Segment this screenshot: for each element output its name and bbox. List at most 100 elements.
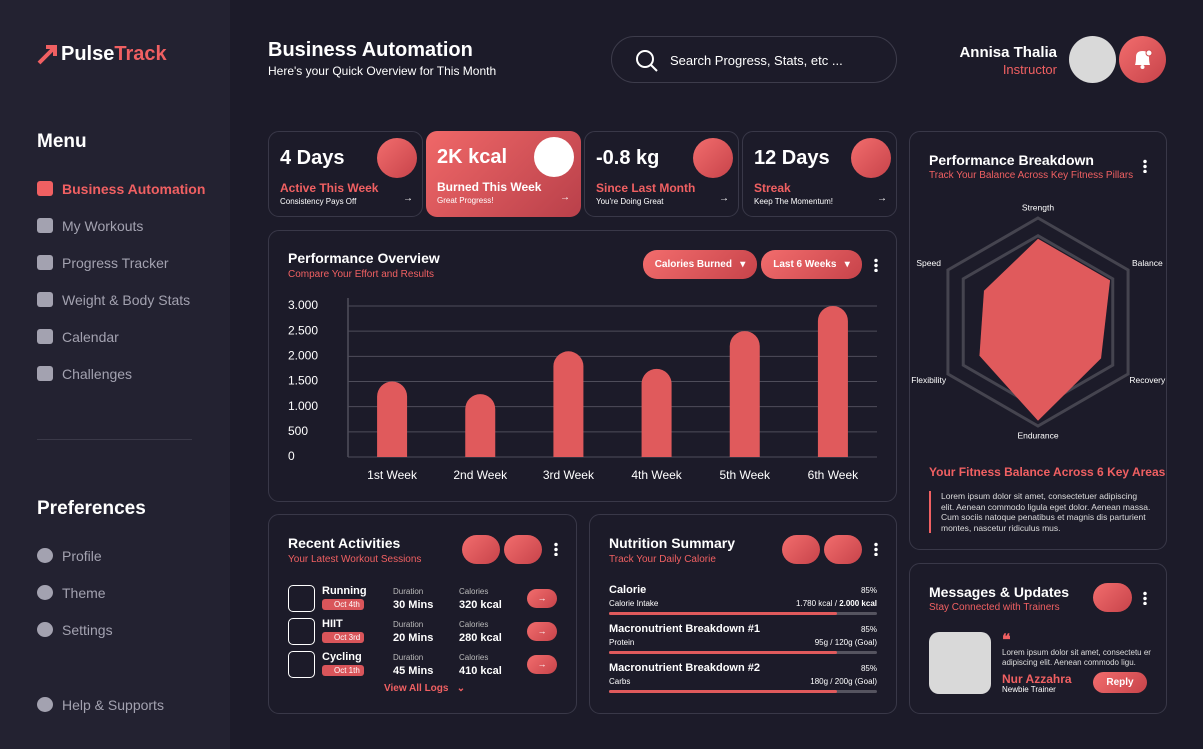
menu-icon <box>37 218 53 233</box>
share-button[interactable] <box>824 535 862 564</box>
preference-item[interactable]: Profile <box>62 548 102 564</box>
help-icon <box>37 697 53 712</box>
filter-dropdown[interactable]: Last 6 Weeks ▾ <box>761 250 862 279</box>
card-title: Messages & Updates <box>929 584 1070 600</box>
stat-note: Consistency Pays Off <box>280 197 357 206</box>
activity-date: Oct 1th <box>322 665 364 676</box>
activity-icon <box>288 618 315 645</box>
nutrient-detail: Carbs <box>609 677 631 686</box>
radar-text: Lorem ipsum dolor sit amet, consectetuer… <box>929 491 1151 533</box>
activity-date: Oct 4th <box>322 599 364 610</box>
stat-icon <box>693 138 733 178</box>
amount-part: 95g / 120g (Goal) <box>814 638 877 647</box>
share-button[interactable] <box>504 535 542 564</box>
author-name: Nur Azzahra <box>1002 672 1072 686</box>
preference-icon <box>37 622 53 637</box>
nutrient-name: Macronutrient Breakdown #2 <box>609 662 760 674</box>
stat-card: 4 Days Active This Week Consistency Pays O… <box>268 131 423 217</box>
progress-bar <box>609 690 837 693</box>
activity-name: HIIT <box>322 618 343 630</box>
progress-track <box>609 690 877 693</box>
progress-bar <box>609 651 837 654</box>
logo: PulseTrack <box>61 43 167 66</box>
open-button[interactable]: → <box>527 589 557 608</box>
stat-label: Since Last Month <box>596 181 696 195</box>
filter-label: Last 6 Weeks <box>773 259 837 270</box>
activity-icon <box>288 585 315 612</box>
stat-value: -0.8 kg <box>596 147 660 169</box>
menu-item[interactable]: Weight & Body Stats <box>62 292 191 308</box>
radar-caption: Your Fitness Balance Across 6 Key Areas <box>929 465 1166 479</box>
stat-value: 2K kcal <box>437 146 508 168</box>
menu-icon <box>37 255 53 270</box>
inbox-button[interactable] <box>1093 583 1132 612</box>
nutrient-amount: 95g / 120g (Goal) <box>815 638 877 647</box>
card-title: Nutrition Summary <box>609 535 736 551</box>
more-button[interactable] <box>554 542 558 556</box>
open-button[interactable]: → <box>527 622 557 641</box>
reply-button[interactable]: Reply <box>1093 672 1147 693</box>
stat-arrow[interactable]: → <box>877 193 887 204</box>
card-title: Performance Overview <box>288 250 440 266</box>
preference-item[interactable]: Settings <box>62 622 113 638</box>
menu-item[interactable]: My Workouts <box>62 218 144 234</box>
card-subtitle: Track Your Balance Across Key Fitness Pi… <box>929 170 1134 181</box>
menu-item[interactable]: Challenges <box>62 366 133 382</box>
print-button[interactable] <box>782 535 820 564</box>
preferences-title: Preferences <box>37 498 146 519</box>
nutrient-detail: Calorie Intake <box>609 599 659 608</box>
calories-label: Calories <box>459 653 489 662</box>
stat-icon <box>534 137 574 177</box>
search-box[interactable]: Search Progress, Stats, etc ... <box>611 36 897 83</box>
card-title: Performance Breakdown <box>929 152 1094 168</box>
duration-value: 30 Mins <box>393 599 434 611</box>
amount-goal: 2.000 kcal <box>839 599 877 608</box>
duration-label: Duration <box>393 653 424 662</box>
card-subtitle: Your Latest Workout Sessions <box>288 554 422 565</box>
stat-card: -0.8 kg Since Last Month You're Doing Grea… <box>584 131 739 217</box>
preference-item[interactable]: Theme <box>62 585 106 601</box>
nutrient-amount: 180g / 200g (Goal) <box>810 677 877 686</box>
filter-dropdown[interactable]: Calories Burned ▾ <box>643 250 757 279</box>
stat-icon <box>851 138 891 178</box>
stat-arrow[interactable]: → <box>719 193 729 204</box>
more-button[interactable] <box>874 542 878 556</box>
amount-part: 1.780 kcal / <box>796 599 840 608</box>
more-button[interactable] <box>1143 159 1147 173</box>
stat-label: Burned This Week <box>437 180 542 194</box>
stat-label: Streak <box>754 181 791 195</box>
stat-note: Keep The Momentum! <box>754 197 834 206</box>
stat-note: You're Doing Great <box>596 197 664 206</box>
menu-item[interactable]: Business Automation <box>62 181 206 197</box>
more-button[interactable] <box>1143 591 1147 605</box>
bell-icon <box>1135 49 1153 69</box>
more-button[interactable] <box>874 258 878 272</box>
progress-track <box>609 651 877 654</box>
stat-arrow[interactable]: → <box>403 193 413 204</box>
link-text: View All Logs <box>384 683 449 694</box>
avatar[interactable] <box>1069 36 1116 83</box>
view-all-link[interactable]: View All Logs ⌄ <box>384 683 466 694</box>
stat-value: 12 Days <box>754 147 830 169</box>
divider <box>37 439 192 440</box>
nutrient-amount: 1.780 kcal / 2.000 kcal <box>796 599 877 608</box>
open-button[interactable]: → <box>527 655 557 674</box>
duration-label: Duration <box>393 587 424 596</box>
nutrient-detail: Protein <box>609 638 635 647</box>
stat-arrow[interactable]: → <box>560 192 570 203</box>
nutrition-card: Nutrition Summary Track Your Daily Calor… <box>589 514 897 714</box>
calories-label: Calories <box>459 620 489 629</box>
calories-label: Calories <box>459 587 489 596</box>
author-role: Newbie Trainer <box>1002 685 1056 694</box>
card-subtitle: Compare Your Effort and Results <box>288 269 435 280</box>
stat-icon <box>377 138 417 178</box>
print-button[interactable] <box>462 535 500 564</box>
nutrient-name: Macronutrient Breakdown #1 <box>609 623 760 635</box>
notification-button[interactable] <box>1119 36 1166 83</box>
filter-label: Calories Burned <box>654 259 732 270</box>
help-link[interactable]: Help & Supports <box>62 697 164 713</box>
search-placeholder: Search Progress, Stats, etc ... <box>670 53 843 68</box>
menu-item[interactable]: Calendar <box>62 329 119 345</box>
menu-item[interactable]: Progress Tracker <box>62 255 169 271</box>
sidebar: PulseTrack Menu Business Automation My Wo… <box>0 0 230 749</box>
